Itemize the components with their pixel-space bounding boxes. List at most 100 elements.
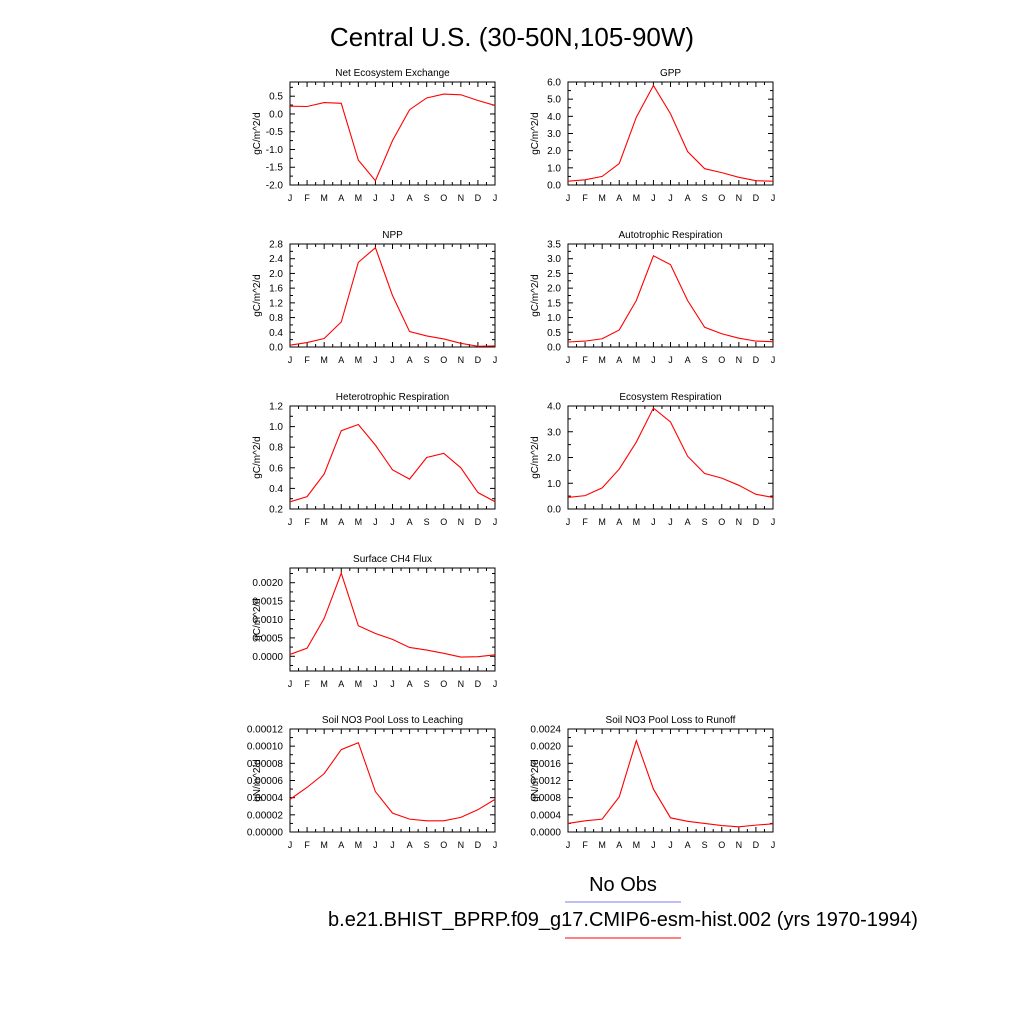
x-tick-label: M	[355, 679, 363, 689]
y-tick-label: 5.0	[547, 95, 561, 106]
x-tick-label: D	[753, 193, 760, 203]
x-tick-label: J	[390, 840, 395, 850]
x-tick-label: O	[718, 355, 725, 365]
y-tick-label: 0.0024	[530, 725, 561, 736]
y-axis-label: gN/m^2/d	[530, 759, 541, 802]
x-tick-label: M	[320, 355, 328, 365]
y-tick-label: 0.0020	[530, 742, 561, 753]
y-tick-label: 2.8	[269, 240, 283, 251]
y-tick-label: 0.0005	[252, 633, 283, 644]
chart-title: NPP	[382, 230, 403, 241]
y-tick-label: 0.4	[269, 328, 283, 339]
x-tick-label: J	[373, 517, 378, 527]
x-tick-label: F	[304, 193, 310, 203]
x-tick-label: M	[320, 840, 328, 850]
y-tick-label: -1.0	[266, 145, 284, 156]
x-tick-label: D	[475, 355, 482, 365]
y-tick-label: 2.0	[547, 284, 561, 295]
y-tick-label: 1.0	[269, 422, 283, 433]
y-tick-label: 4.0	[547, 402, 561, 413]
chart-title: Autotrophic Respiration	[619, 230, 723, 241]
x-tick-label: J	[771, 517, 776, 527]
x-tick-label: M	[598, 517, 606, 527]
x-tick-label: J	[771, 193, 776, 203]
x-tick-label: N	[736, 517, 743, 527]
x-tick-label: J	[566, 355, 571, 365]
x-tick-label: J	[390, 193, 395, 203]
x-tick-label: A	[616, 840, 622, 850]
x-tick-label: J	[288, 679, 293, 689]
y-axis-label: gN/m^2/d	[252, 759, 263, 802]
x-tick-label: J	[390, 679, 395, 689]
x-tick-label: A	[685, 355, 691, 365]
y-tick-label: 2.0	[269, 269, 283, 280]
plot-frame	[289, 567, 496, 672]
x-tick-label: J	[288, 840, 293, 850]
y-tick-label: 1.6	[269, 284, 283, 295]
x-tick-label: A	[407, 355, 413, 365]
x-tick-label: J	[493, 840, 498, 850]
y-tick-label: 0.00008	[247, 759, 284, 770]
y-tick-label: 0.0020	[252, 578, 283, 589]
y-tick-label: 2.5	[547, 269, 561, 280]
y-tick-label: 4.0	[547, 112, 561, 123]
y-tick-label: 0.0000	[252, 652, 283, 663]
y-tick-label: 1.5	[547, 298, 561, 309]
x-tick-label: O	[440, 840, 447, 850]
x-tick-label: A	[338, 193, 344, 203]
plot-frame	[289, 81, 496, 186]
x-tick-label: D	[475, 840, 482, 850]
x-tick-label: D	[753, 840, 760, 850]
x-tick-label: A	[407, 193, 413, 203]
x-tick-label: F	[304, 840, 310, 850]
x-tick-label: D	[475, 193, 482, 203]
y-tick-label: 0.8	[269, 443, 283, 454]
y-tick-label: -1.5	[266, 163, 284, 174]
legend: No Obs b.e21.BHIST_BPRP.f09_g17.CMIP6-es…	[328, 874, 918, 939]
x-tick-label: S	[702, 355, 708, 365]
y-tick-label: 0.00006	[247, 776, 284, 787]
x-tick-label: A	[407, 517, 413, 527]
x-tick-label: J	[566, 517, 571, 527]
x-tick-label: A	[407, 840, 413, 850]
x-tick-label: S	[424, 355, 430, 365]
y-tick-label: 0.0	[547, 343, 561, 354]
x-tick-label: F	[582, 355, 588, 365]
y-tick-label: 1.0	[547, 479, 561, 490]
y-tick-label: 0.0	[547, 505, 561, 516]
y-tick-label: 3.5	[547, 240, 561, 251]
y-tick-label: 0.00004	[247, 793, 284, 804]
x-tick-label: M	[633, 193, 641, 203]
x-tick-label: A	[685, 840, 691, 850]
x-tick-label: M	[320, 517, 328, 527]
x-tick-label: N	[458, 840, 465, 850]
x-tick-label: M	[355, 193, 363, 203]
y-tick-label: 1.0	[547, 163, 561, 174]
x-tick-label: J	[668, 840, 673, 850]
chart-title: Ecosystem Respiration	[619, 392, 721, 403]
y-tick-label: 0.5	[269, 92, 283, 103]
x-tick-label: D	[475, 679, 482, 689]
y-tick-label: 2.0	[547, 146, 561, 157]
x-tick-label: S	[424, 840, 430, 850]
chart-title: Soil NO3 Pool Loss to Runoff	[606, 715, 736, 726]
x-tick-label: N	[458, 355, 465, 365]
x-tick-label: J	[390, 517, 395, 527]
y-tick-label: 0.0004	[530, 810, 561, 821]
x-tick-label: D	[475, 517, 482, 527]
x-tick-label: M	[355, 840, 363, 850]
x-tick-label: S	[424, 679, 430, 689]
y-tick-label: -2.0	[266, 181, 284, 192]
series-line	[567, 738, 774, 828]
x-tick-label: N	[458, 517, 465, 527]
y-tick-label: 1.2	[269, 298, 283, 309]
x-tick-label: A	[338, 517, 344, 527]
x-tick-label: D	[753, 517, 760, 527]
x-tick-label: J	[493, 193, 498, 203]
y-axis-label: gC/m^2/d	[252, 112, 263, 155]
x-tick-label: S	[702, 517, 708, 527]
